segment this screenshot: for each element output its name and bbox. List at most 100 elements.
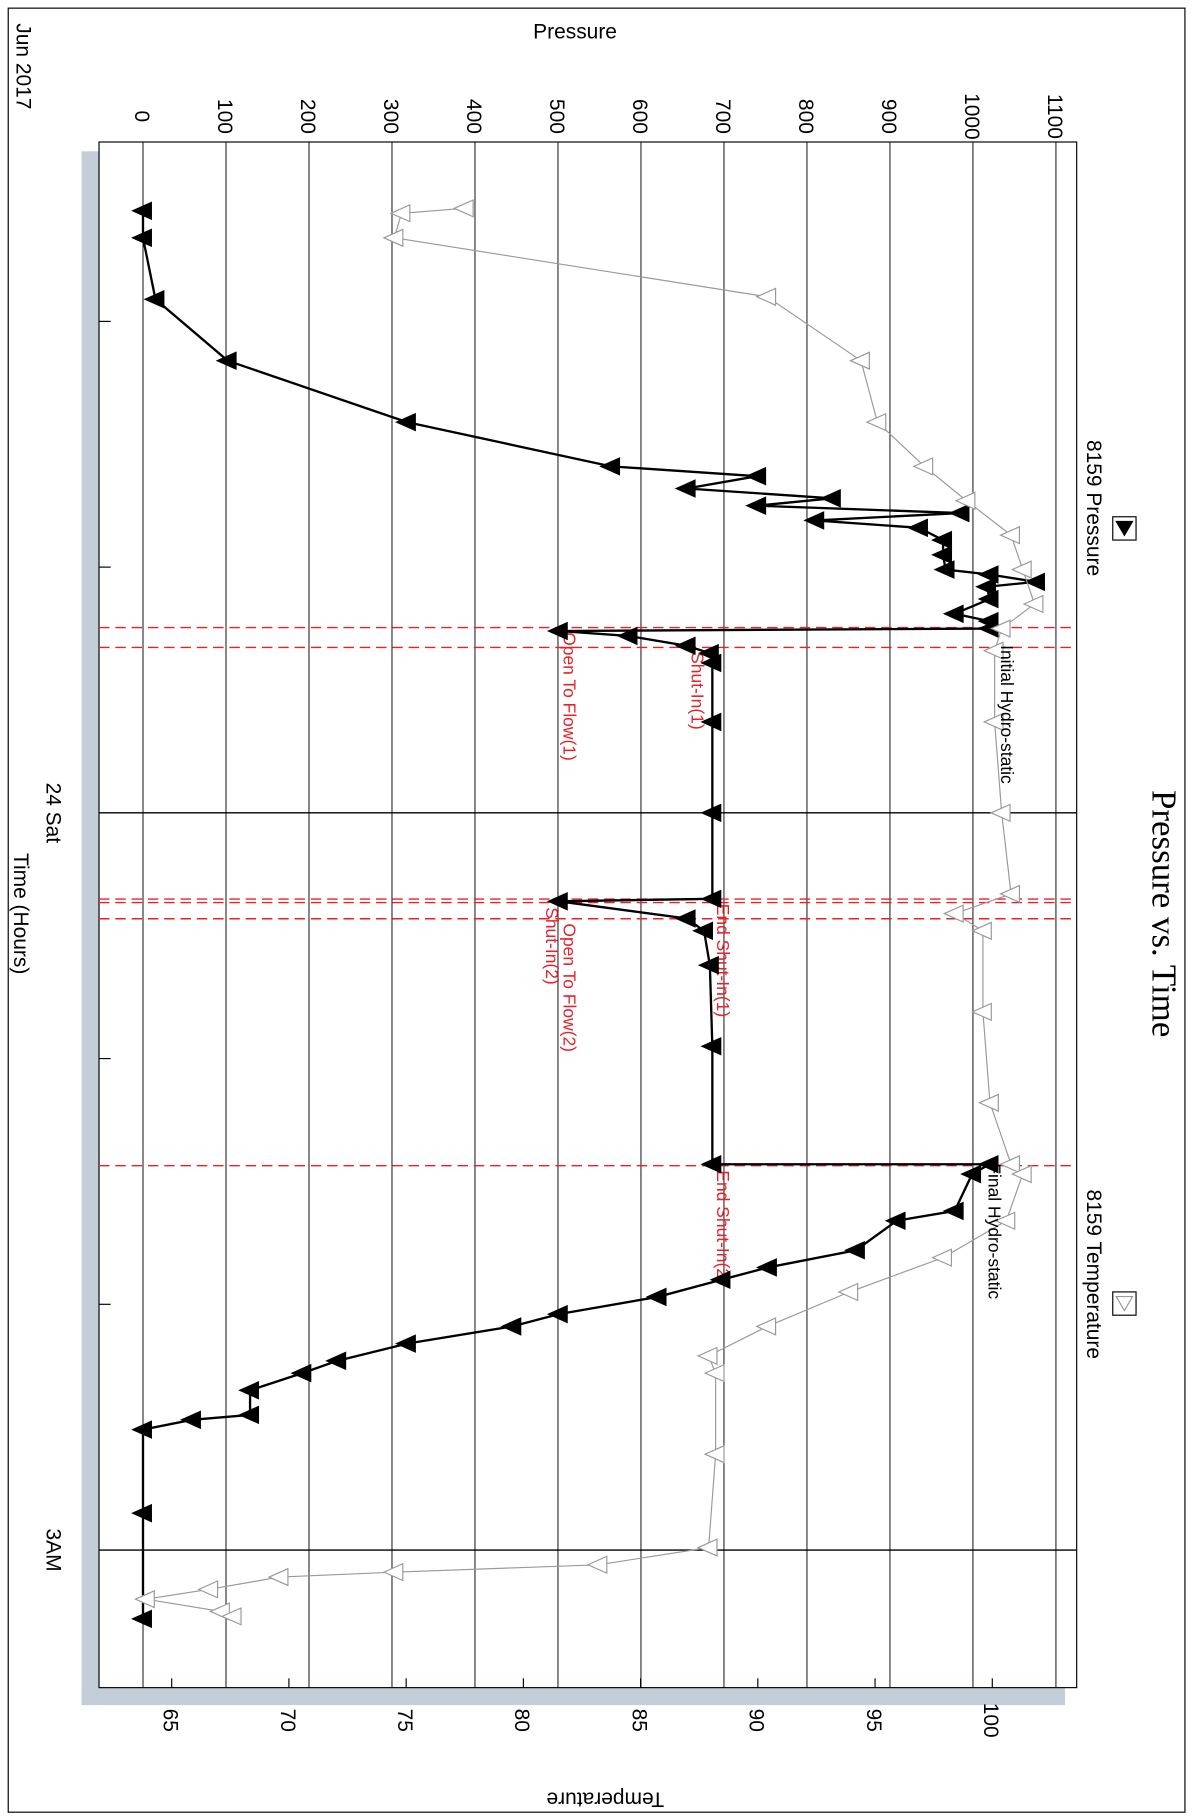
y2-tick-label: 65: [159, 1709, 182, 1732]
point: [692, 921, 714, 941]
point: [674, 909, 696, 928]
event-label: End Shut-In(1): [713, 904, 733, 1017]
point: [948, 503, 970, 523]
point: [756, 1258, 777, 1277]
point: [131, 201, 152, 221]
y-tick-label: 0: [130, 111, 153, 123]
y2-tick-label: 75: [393, 1709, 416, 1732]
point: [700, 803, 722, 823]
point: [131, 1503, 152, 1523]
point: [700, 1037, 722, 1056]
point: [1024, 572, 1045, 592]
point: [982, 712, 1004, 732]
point: [865, 412, 887, 432]
point: [1010, 1164, 1032, 1184]
point: [382, 1562, 404, 1582]
legend-marker: [1115, 1295, 1134, 1312]
point: [989, 803, 1011, 823]
point: [982, 641, 1004, 660]
point: [546, 1304, 568, 1324]
y2-tick-label: 90: [745, 1709, 768, 1732]
point: [238, 1381, 260, 1400]
point: [954, 491, 976, 511]
point: [755, 1317, 777, 1336]
y2-tick-label: 85: [627, 1709, 650, 1732]
point: [970, 921, 992, 941]
event-label: Shut-In(1): [687, 652, 707, 730]
y-tick-label: 500: [545, 99, 568, 134]
legend-marker: [1115, 520, 1134, 537]
point: [395, 412, 416, 432]
point: [238, 1405, 260, 1425]
axis-shade: [81, 151, 100, 1706]
point: [884, 1211, 906, 1231]
point: [382, 228, 404, 248]
y-tick-label: 800: [794, 99, 817, 134]
point: [599, 457, 621, 476]
point: [977, 1154, 999, 1174]
event-label: Open To Flow(2): [559, 923, 579, 1052]
point: [700, 889, 722, 909]
chart-title: Pressure vs. Time: [1144, 790, 1183, 1037]
y-tick-label: 1100: [1043, 94, 1066, 139]
point: [131, 228, 152, 248]
point: [977, 589, 999, 609]
point: [1010, 560, 1032, 579]
point: [912, 457, 934, 476]
point: [933, 560, 955, 579]
point: [977, 565, 999, 584]
y-tick-label: 1000: [960, 93, 983, 140]
point: [931, 530, 953, 550]
y-tick-label: 900: [877, 99, 900, 134]
point: [837, 1282, 859, 1302]
y-tick-label: 700: [711, 99, 734, 134]
point: [696, 1538, 718, 1557]
point: [645, 1287, 667, 1307]
point: [131, 1609, 152, 1629]
point: [999, 884, 1021, 904]
y-axis-title: Pressure: [533, 20, 617, 43]
point: [616, 626, 638, 646]
legend-entry: 8159 Temperature: [1082, 1189, 1137, 1359]
point: [970, 1002, 992, 1022]
point: [999, 1154, 1021, 1174]
point: [500, 1317, 522, 1336]
y2-axis-title: Temperature: [547, 1787, 665, 1810]
point: [849, 351, 870, 370]
point: [325, 1351, 347, 1371]
point: [844, 1240, 865, 1260]
y-tick-label: 200: [296, 99, 319, 134]
x-tick-label: 24 Sat: [42, 783, 65, 844]
y-tick-label: 400: [462, 99, 485, 134]
point: [819, 489, 841, 508]
annotation: Initial Hydro-static: [997, 645, 1017, 784]
event-label: Open To Flow(1): [559, 632, 579, 761]
point: [215, 351, 237, 370]
point: [674, 636, 696, 656]
point: [674, 479, 696, 498]
point: [389, 203, 411, 223]
page-border: [7, 7, 1186, 1813]
point: [907, 518, 928, 538]
point: [942, 904, 964, 923]
point: [942, 604, 964, 624]
y2-tick-label: 95: [862, 1709, 885, 1732]
y2-tick-label: 100: [979, 1703, 1002, 1738]
y-tick-label: 100: [213, 99, 236, 134]
point: [546, 621, 568, 641]
point: [700, 653, 722, 673]
point: [220, 1607, 242, 1626]
x-axis-title: Time (Hours): [9, 853, 32, 974]
point: [745, 496, 767, 515]
annotation: Final Hydro-static: [985, 1163, 1005, 1299]
point: [960, 1164, 982, 1184]
point: [803, 511, 825, 530]
y2-tick-label: 80: [510, 1709, 533, 1732]
point: [931, 1248, 953, 1267]
point: [290, 1363, 312, 1383]
point: [978, 1093, 999, 1113]
point: [989, 619, 1011, 638]
point: [709, 1270, 731, 1290]
point: [755, 287, 777, 307]
